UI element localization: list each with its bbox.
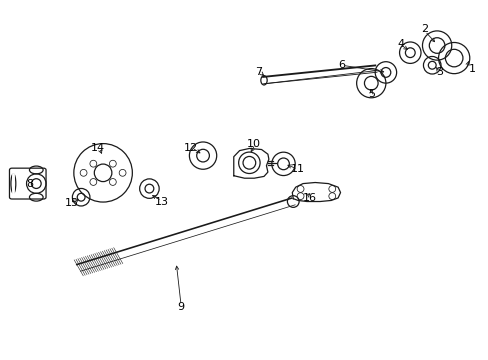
Text: 4: 4 xyxy=(396,39,403,49)
Text: 3: 3 xyxy=(435,67,442,77)
Text: 1: 1 xyxy=(468,64,475,74)
Text: 9: 9 xyxy=(177,302,184,312)
Text: 13: 13 xyxy=(154,197,168,207)
Text: 7: 7 xyxy=(255,67,262,77)
Text: 12: 12 xyxy=(183,143,198,153)
Text: 14: 14 xyxy=(91,143,105,153)
Text: 5: 5 xyxy=(367,89,374,99)
Text: 8: 8 xyxy=(26,179,34,189)
Text: 11: 11 xyxy=(290,164,305,174)
Text: 15: 15 xyxy=(64,198,78,208)
Text: 10: 10 xyxy=(247,139,261,149)
Text: 6: 6 xyxy=(338,60,345,70)
Text: 2: 2 xyxy=(421,24,427,35)
Text: 16: 16 xyxy=(303,193,316,203)
